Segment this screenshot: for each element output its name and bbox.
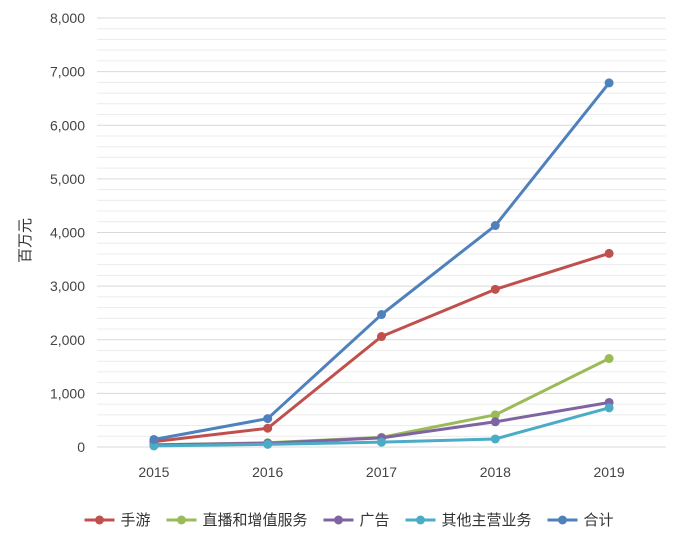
data-point <box>604 78 614 88</box>
x-tick-label: 2017 <box>366 464 397 480</box>
series <box>149 403 614 451</box>
legend-swatch-marker <box>95 515 104 525</box>
x-axis-ticks: 2015 2016 2017 2018 2019 <box>138 464 625 480</box>
y-tick-label: 7,000 <box>50 64 85 80</box>
legend-label: 手游 <box>121 511 151 529</box>
legend-item: 手游 <box>84 511 151 529</box>
data-point <box>604 354 614 364</box>
x-tick-label: 2019 <box>594 464 625 480</box>
y-tick-label: 8,000 <box>50 10 85 26</box>
legend-swatch-marker <box>416 515 425 525</box>
y-tick-label: 4,000 <box>50 225 85 241</box>
data-point <box>263 414 273 424</box>
data-point <box>604 403 614 413</box>
series <box>149 248 614 447</box>
legend-swatch-marker <box>177 515 186 525</box>
y-axis-ticks: 0 1,000 2,000 3,000 4,000 5,000 6,000 7,000 8,00… <box>50 10 85 455</box>
legend-label: 广告 <box>360 511 390 529</box>
data-point <box>604 248 614 258</box>
data-point <box>263 439 273 449</box>
y-tick-label: 5,000 <box>50 171 85 187</box>
y-tick-label: 6,000 <box>50 117 85 133</box>
x-tick-label: 2018 <box>480 464 511 480</box>
x-tick-label: 2016 <box>252 464 283 480</box>
data-point <box>490 221 500 231</box>
data-point <box>149 441 159 451</box>
data-point <box>263 423 273 433</box>
series-lines <box>149 78 614 451</box>
data-point <box>149 434 159 444</box>
y-tick-label: 1,000 <box>50 385 85 401</box>
y-tick-label: 2,000 <box>50 332 85 348</box>
x-tick-label: 2015 <box>138 464 169 480</box>
data-point <box>377 310 386 320</box>
legend-item: 广告 <box>323 511 390 529</box>
data-point <box>377 437 386 447</box>
data-point <box>490 417 500 427</box>
y-axis-label: 百万元 <box>16 218 34 263</box>
legend-item: 直播和增值服务 <box>166 511 308 529</box>
legend-swatch-marker <box>334 515 343 525</box>
gridlines <box>97 17 666 448</box>
data-point <box>377 332 386 342</box>
data-point <box>490 410 500 420</box>
y-tick-label: 0 <box>77 439 85 455</box>
legend-swatch-marker <box>558 515 567 525</box>
y-tick-label: 3,000 <box>50 278 85 294</box>
legend: 手游 直播和增值服务 广告 其他主营业务 合计 <box>84 511 614 529</box>
data-point <box>490 284 500 294</box>
legend-item: 合计 <box>547 511 614 529</box>
series <box>149 78 614 444</box>
legend-label: 直播和增值服务 <box>203 511 308 529</box>
data-point <box>490 434 500 444</box>
legend-label: 其他主营业务 <box>442 511 532 529</box>
legend-item: 其他主营业务 <box>405 511 532 529</box>
legend-label: 合计 <box>584 511 614 529</box>
